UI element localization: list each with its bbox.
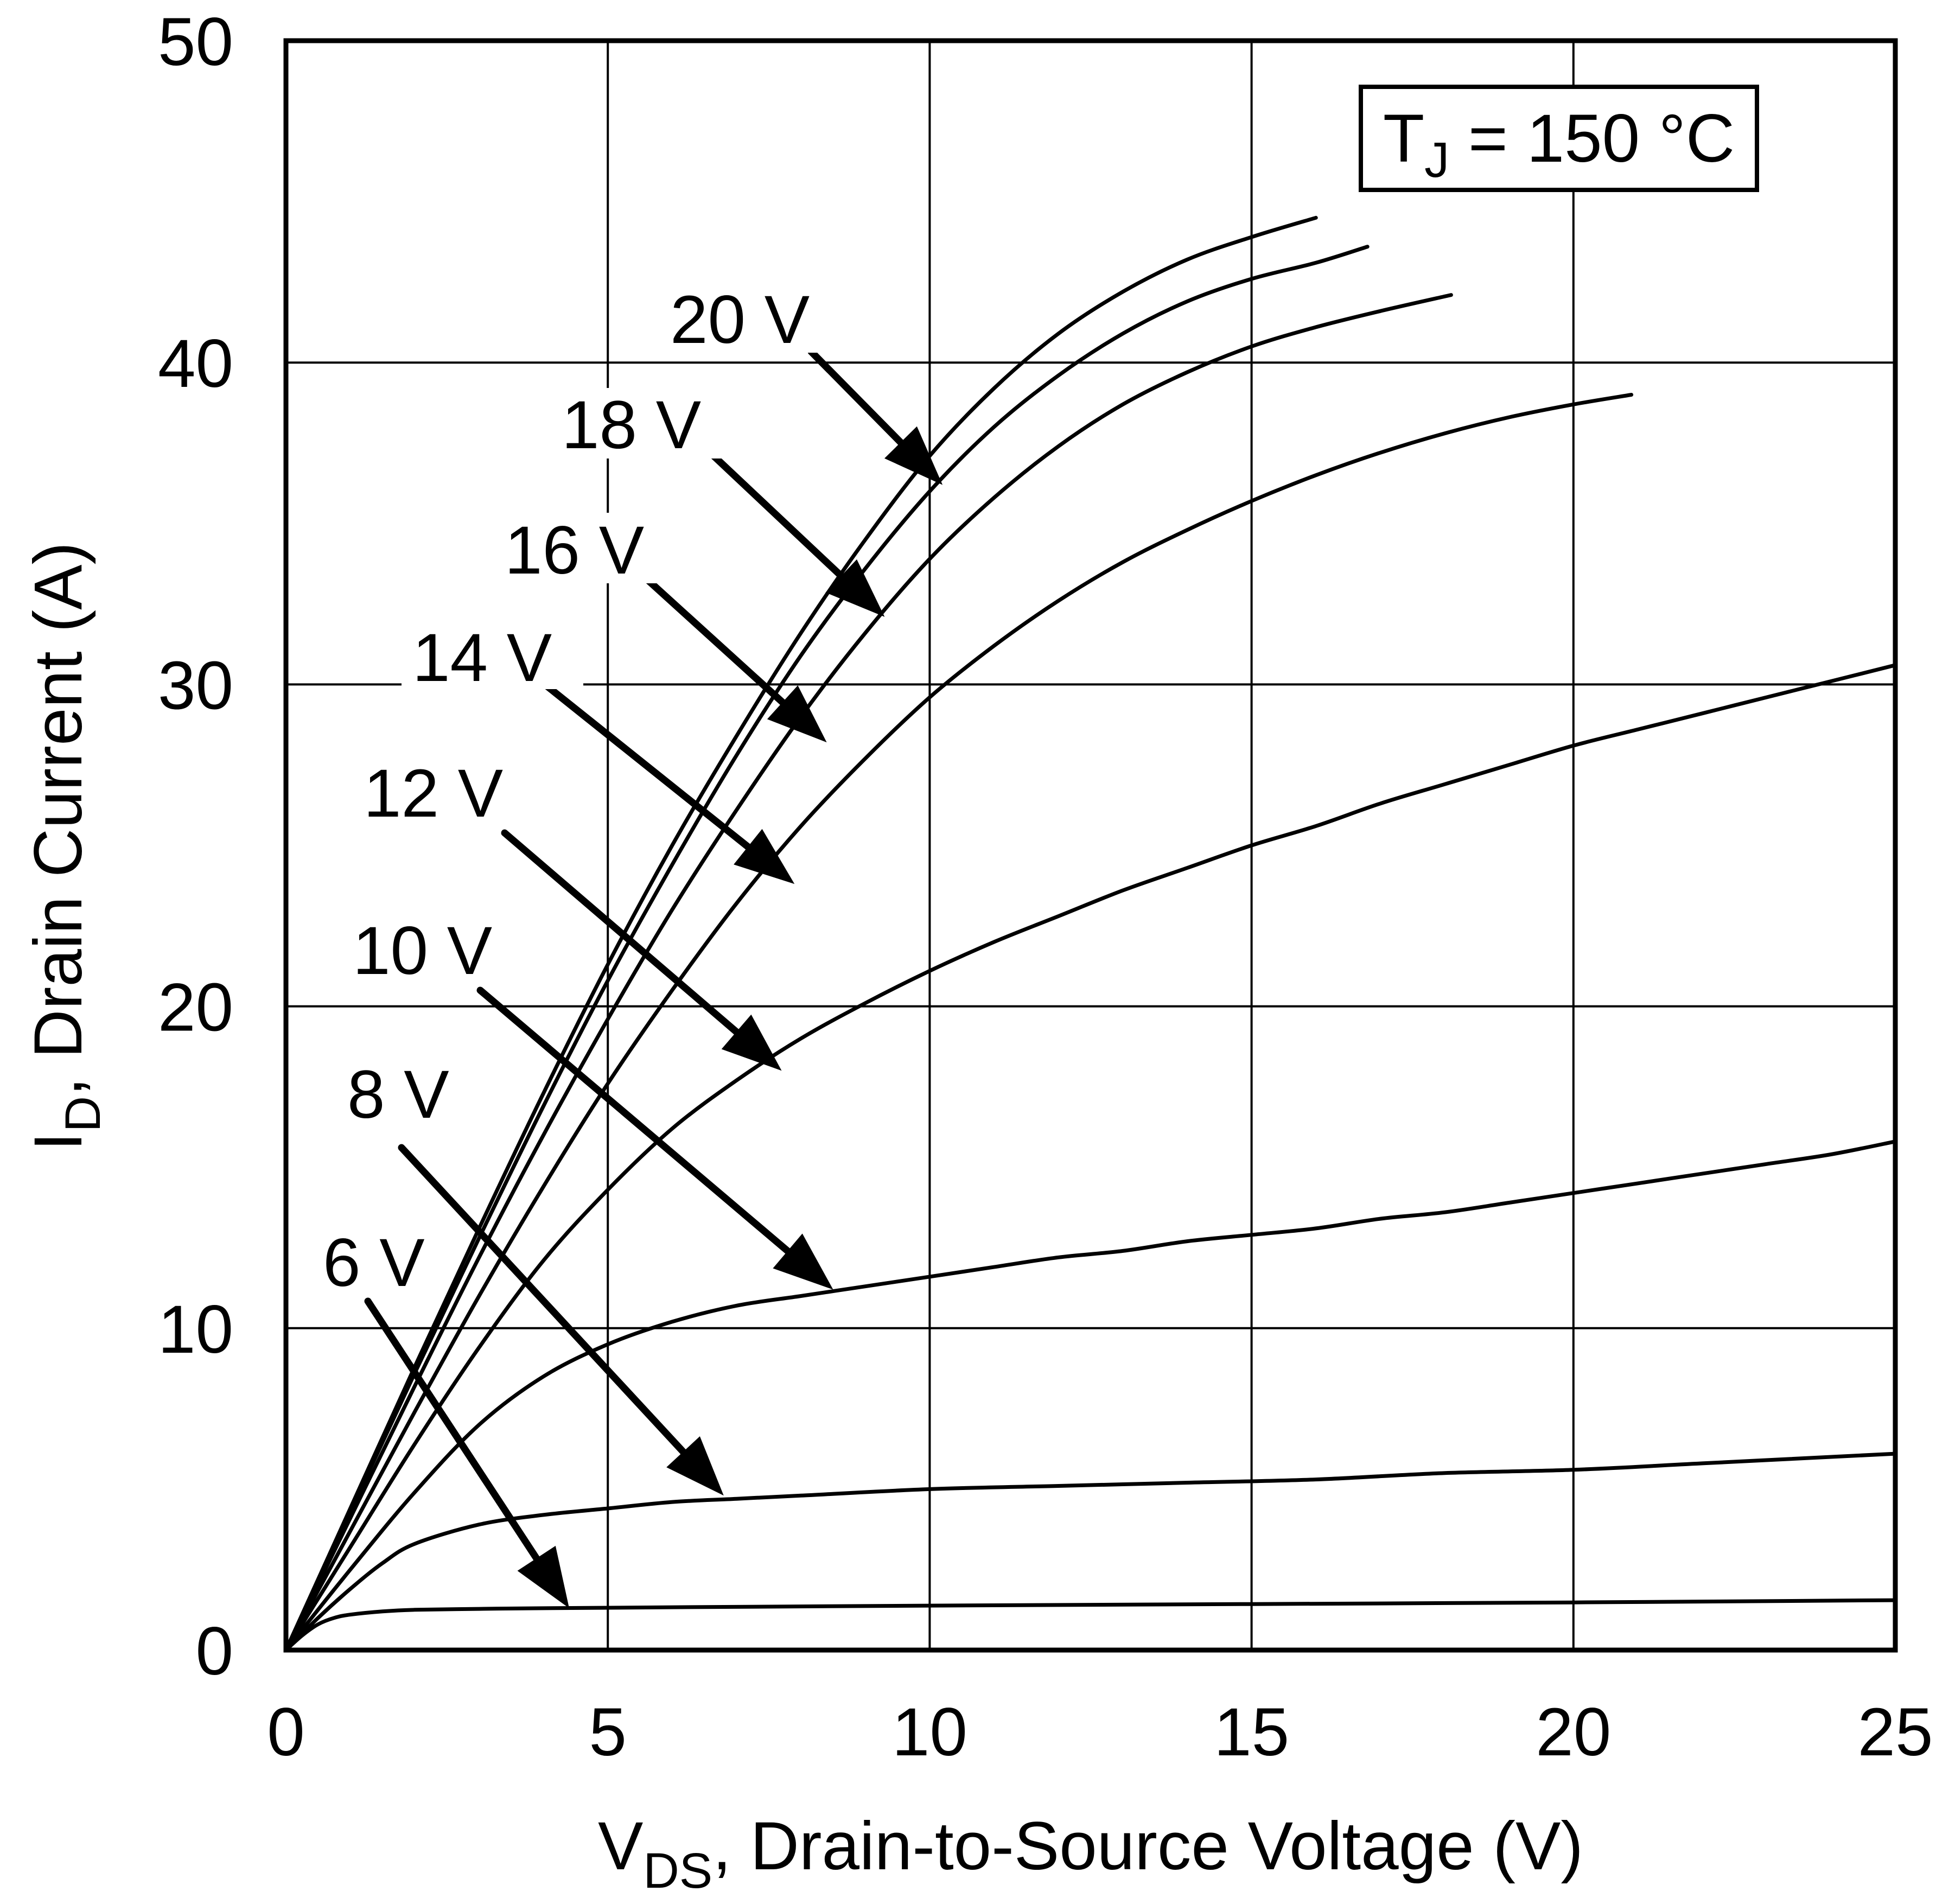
arrow-shaft (645, 577, 791, 710)
curve-label: 16 V (505, 513, 644, 588)
x-tick-label: 25 (1857, 1695, 1933, 1770)
y-tick-label: 0 (195, 1614, 233, 1689)
arrow-head (666, 1436, 724, 1496)
curve-20v (284, 215, 1318, 1652)
label-background (342, 914, 499, 985)
curve-label: 20 V (670, 282, 810, 358)
x-tick-label: 15 (1214, 1695, 1289, 1770)
curve-8v (284, 1451, 1897, 1652)
curve-14v (284, 393, 1634, 1652)
label-background (491, 513, 673, 583)
arrow-head (767, 685, 827, 743)
curve-label: 8 V (347, 1057, 449, 1132)
y-tick-label: 40 (158, 326, 233, 402)
arrow-shaft (807, 348, 908, 450)
x-tick-label: 10 (892, 1695, 967, 1770)
label-background (402, 619, 583, 689)
y-axis-title: ID, Drain Current (A) (21, 542, 111, 1151)
callout-12v: 12 V (353, 756, 782, 1071)
arrow-shaft (398, 1144, 691, 1460)
label-background (353, 757, 510, 827)
callout-14v: 14 V (402, 619, 795, 884)
arrow-head (734, 829, 795, 884)
arrow-shaft (364, 1297, 543, 1566)
arrow-shaft (476, 986, 795, 1258)
y-tick-label: 20 (158, 970, 233, 1046)
callout-6v: 6 V (312, 1225, 570, 1608)
curve-label: 6 V (323, 1225, 425, 1301)
arrow-head (825, 559, 885, 617)
x-tick-label: 5 (589, 1695, 627, 1770)
annotation-text: TJ = 150 °C (1383, 101, 1735, 188)
curves (284, 215, 1897, 1652)
temperature-annotation: TJ = 150 °C (1359, 85, 1759, 192)
arrow-head (884, 426, 943, 485)
y-tick-label: 10 (158, 1292, 233, 1367)
label-background (659, 282, 841, 353)
arrow-head (721, 1014, 782, 1071)
curve-6v (284, 1598, 1897, 1652)
callout-18v: 18 V (548, 387, 885, 617)
tick-labels: 0 5 10 15 20 25 0 10 20 30 40 50 (158, 4, 1933, 1770)
callout-20v: 20 V (659, 282, 943, 485)
callout-16v: 16 V (491, 513, 827, 743)
label-background (312, 1226, 437, 1297)
x-tick-label: 20 (1536, 1695, 1611, 1770)
curve-label: 14 V (412, 620, 552, 696)
label-background (336, 1058, 461, 1129)
plot-frame (283, 38, 1898, 1653)
x-tick-label: 0 (267, 1695, 305, 1770)
y-tick-label: 50 (158, 4, 233, 80)
arrow-shaft (542, 681, 756, 854)
arrow-shaft (501, 829, 744, 1039)
grid (286, 41, 1895, 1650)
curve-10v (284, 1139, 1897, 1652)
callout-8v: 8 V (336, 1057, 724, 1496)
arrow-head (773, 1233, 833, 1290)
arrow-head (517, 1545, 570, 1608)
curve-label: 18 V (562, 387, 701, 463)
y-tick-label: 30 (158, 648, 233, 723)
curve-18v (284, 245, 1370, 1652)
label-background (548, 388, 730, 459)
curve-label: 10 V (353, 913, 492, 989)
x-axis-title: VDS, Drain-to-Source Voltage (V) (598, 1809, 1583, 1899)
arrow-shaft (710, 452, 849, 583)
callout-10v: 10 V (342, 913, 833, 1290)
annotation-box (1359, 85, 1759, 192)
curve-labels: 20 V 18 V 16 V 14 V 12 V 10 V 8 V 6 V (312, 282, 943, 1608)
curve-12v (284, 663, 1897, 1652)
curve-label: 12 V (364, 756, 503, 831)
